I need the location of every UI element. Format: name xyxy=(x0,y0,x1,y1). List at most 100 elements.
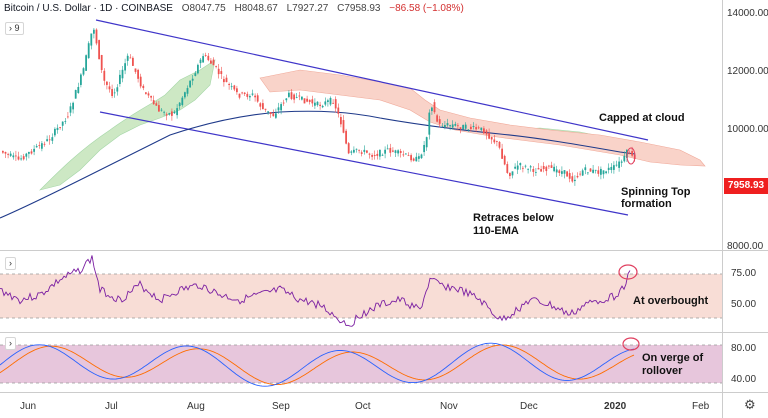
candle-body xyxy=(254,95,256,98)
time-axis[interactable]: Jun Jul Aug Sep Oct Nov Dec 2020 Feb xyxy=(20,401,710,412)
candle-body xyxy=(61,121,64,126)
annotation-spinning-top: Spinning Top xyxy=(621,186,691,198)
candle-body xyxy=(600,168,602,175)
rsi-pane-toggle-button[interactable]: › xyxy=(5,257,16,270)
rsi-axis-label: 50.00 xyxy=(731,299,756,310)
candle-body xyxy=(605,171,607,174)
stoch-axis[interactable]: 80.00 40.00 xyxy=(731,343,756,385)
candle-body xyxy=(134,68,137,72)
candle-body xyxy=(20,158,22,160)
candle-body xyxy=(106,81,108,85)
stoch-rollover-highlight xyxy=(622,337,640,351)
candle-body xyxy=(366,150,368,153)
indicator-toggle-button[interactable]: › 9 xyxy=(5,22,24,35)
candle-body xyxy=(100,55,103,71)
candle-body xyxy=(454,123,457,126)
candle-body xyxy=(376,153,379,156)
candle-body xyxy=(80,74,82,85)
candle-body xyxy=(602,170,605,175)
candle-body xyxy=(238,93,241,98)
candle-body xyxy=(116,87,119,92)
candle-body xyxy=(477,127,480,129)
candle-body xyxy=(555,169,558,173)
candle-body xyxy=(262,103,264,110)
annotation-capped-at-cloud: Capped at cloud xyxy=(599,112,685,124)
price-axis-label: 14000.00 xyxy=(727,8,768,19)
last-price-tag: 7958.93 xyxy=(724,178,768,194)
price-pane[interactable]: Capped at cloud Spinning Top formation R… xyxy=(0,0,722,250)
candle-body xyxy=(355,148,358,150)
candle-body xyxy=(631,151,633,156)
channel-upper-line[interactable] xyxy=(95,19,649,141)
candle-body xyxy=(251,93,254,95)
candle-body xyxy=(54,128,56,136)
candle-body xyxy=(160,109,163,111)
annotation-on-verge-of: On verge of xyxy=(642,352,703,364)
candle-body xyxy=(576,175,579,178)
candle-body xyxy=(347,143,350,154)
rsi-line xyxy=(0,255,631,327)
candle-body xyxy=(620,161,623,163)
candle-body xyxy=(256,95,259,102)
stoch-axis-label: 40.00 xyxy=(731,374,756,385)
time-axis-label: Dec xyxy=(520,401,538,412)
candle-body xyxy=(241,92,243,94)
candle-body xyxy=(184,92,186,98)
candle-body xyxy=(233,85,236,90)
candle-body xyxy=(145,92,147,94)
symbol-name[interactable]: Bitcoin / U.S. Dollar xyxy=(4,3,91,14)
price-axis[interactable]: 14000.00 12000.00 10000.00 8000.00 xyxy=(727,8,768,252)
candle-body xyxy=(509,172,511,177)
price-axis-label: 8000.00 xyxy=(727,241,764,252)
candle-body xyxy=(165,114,168,116)
candle-body xyxy=(329,97,332,105)
candle-body xyxy=(503,155,506,165)
candle-body xyxy=(298,95,301,97)
candle-body xyxy=(392,150,394,152)
candle-body xyxy=(191,78,194,81)
time-axis-label: Jun xyxy=(20,401,36,412)
candlestick-series[interactable] xyxy=(2,28,636,186)
stoch-pane[interactable]: On verge of rollover xyxy=(0,337,722,387)
stoch-d-line xyxy=(0,344,635,386)
candle-body xyxy=(46,139,48,142)
candle-body xyxy=(418,156,420,159)
rsi-pane[interactable]: At overbought xyxy=(0,255,722,327)
candle-body xyxy=(368,153,371,155)
candle-body xyxy=(324,101,327,105)
candle-body xyxy=(467,129,470,131)
exchange-label: COINBASE xyxy=(121,3,173,14)
candle-body xyxy=(7,154,9,155)
candle-body xyxy=(553,166,555,172)
candle-body xyxy=(264,108,267,110)
rsi-axis[interactable]: 75.00 50.00 xyxy=(731,268,756,310)
candle-body xyxy=(95,29,98,44)
candle-body xyxy=(321,105,324,108)
interval-label[interactable]: 1D xyxy=(99,3,113,14)
candle-body xyxy=(363,149,366,152)
candle-body xyxy=(345,130,347,144)
candle-body xyxy=(532,169,535,172)
candle-body xyxy=(168,113,171,115)
candle-body xyxy=(535,171,537,173)
candle-body xyxy=(197,64,199,74)
candle-body xyxy=(158,105,160,112)
candle-body xyxy=(337,107,340,114)
candle-body xyxy=(311,99,314,104)
candle-body xyxy=(64,120,67,122)
ohlc-close: C7958.93 xyxy=(337,3,381,14)
candle-body xyxy=(584,167,587,171)
stoch-pane-toggle-button[interactable]: › xyxy=(5,337,16,350)
candle-body xyxy=(574,179,576,182)
candle-body xyxy=(150,95,152,98)
candle-body xyxy=(301,96,303,100)
candle-body xyxy=(275,113,277,118)
candle-body xyxy=(25,153,28,157)
candle-body xyxy=(527,168,529,170)
symbol-header[interactable]: Bitcoin / U.S. Dollar · 1D · COINBASE O8… xyxy=(4,3,464,14)
candle-body xyxy=(449,125,451,127)
candle-body xyxy=(288,92,290,97)
candle-body xyxy=(420,154,423,159)
gear-icon[interactable]: ⚙ xyxy=(744,397,756,412)
